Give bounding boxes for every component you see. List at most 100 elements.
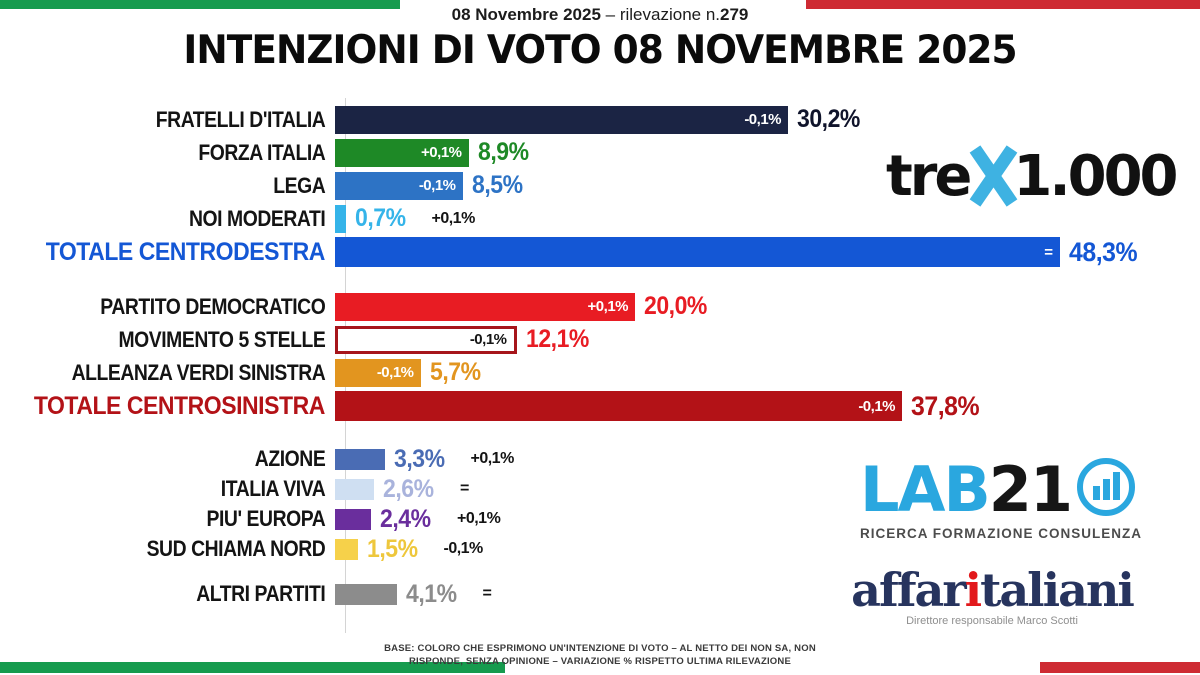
value-label: 8,9% (477, 138, 529, 166)
change-label: = (1044, 243, 1053, 261)
party-label: NOI MODERATI (188, 205, 326, 231)
affaritaliani-logo: affaritaliani Direttore responsabile Mar… (792, 566, 1192, 627)
survey-date-line: 08 Novembre 2025 – rilevazione n.279 (451, 5, 749, 24)
party-bar (335, 508, 371, 530)
bar-zone: 2,4% +0,1% (335, 505, 1200, 534)
party-bar: = (335, 237, 1060, 267)
party-label: TOTALE CENTRODESTRA (45, 237, 326, 266)
party-bar: -0,1% (335, 325, 517, 354)
survey-wave-text: rilevazione n. (619, 5, 721, 24)
bar-zone: +0,1% 20,0% (335, 292, 1200, 321)
value-label: 4,1% (405, 579, 457, 608)
party-bar: -0,1% (335, 171, 463, 200)
party-label: ALLEANZA VERDI SINISTRA (71, 359, 326, 385)
value-label: 37,8% (911, 390, 980, 421)
chart-row-noi-moderati: NOI MODERATI 0,7% +0,1% (0, 202, 1200, 235)
affari-director-line: Direttore responsabile Marco Scotti (906, 615, 1078, 627)
party-label: LEGA (273, 172, 326, 198)
party-bar: -0,1% (335, 105, 788, 134)
lab21-tagline: RICERCA FORMAZIONE CONSULENZA (860, 526, 1142, 541)
party-label: MOVIMENTO 5 STELLE (118, 326, 326, 352)
affari-logo-part1: affar (851, 563, 966, 617)
flag-band-bottom-red (1040, 662, 1200, 673)
block-gap (0, 423, 1200, 444)
party-label: FORZA ITALIA (198, 139, 326, 165)
methodology-note: BASE: COLORO CHE ESPRIMONO UN'INTENZIONE… (0, 643, 1200, 669)
value-label: 8,5% (471, 171, 523, 199)
value-label: 2,6% (383, 474, 434, 503)
trex-logo-text-tre: tre (886, 144, 972, 209)
party-bar (335, 204, 346, 233)
change-label: +0,1% (587, 298, 629, 315)
value-label: 20,0% (644, 292, 707, 320)
change-label: -0,1% (376, 364, 414, 381)
poll-bar-chart: FRATELLI D'ITALIA -0,1% 30,2% FORZA ITALIA +… (0, 103, 1200, 609)
affari-logo-part2: taliani (980, 563, 1135, 617)
party-label: FRATELLI D'ITALIA (155, 106, 326, 132)
chart-row-piu-europa: PIU' EUROPA 2,4% +0,1% (0, 504, 1200, 534)
methodology-line-1: BASE: COLORO CHE ESPRIMONO UN'INTENZIONE… (384, 643, 816, 654)
chart-row-altri-partiti: ALTRI PARTITI 4,1% = (0, 579, 1200, 609)
value-label: 48,3% (1068, 236, 1138, 267)
party-bar: +0,1% (335, 292, 635, 321)
bar-zone: -0,1% 12,1% (335, 325, 1200, 354)
flag-band-top-green (0, 0, 400, 9)
methodology-line-2: RISPONDE, SENZA OPINIONE – VARIAZIONE % … (409, 655, 791, 667)
party-bar (335, 448, 385, 470)
lab21-logo-text-21: 21 (988, 452, 1073, 526)
bar-zone: 3,3% +0,1% (335, 445, 1200, 474)
chart-row-sud-chiama-nord: SUD CHIAMA NORD 1,5% -0,1% (0, 534, 1200, 564)
value-label: 1,5% (366, 534, 418, 563)
change-label: -0,1% (858, 397, 895, 415)
change-label: -0,1% (469, 331, 507, 348)
chart-row-partito-democratico: PARTITO DEMOCRATICO +0,1% 20,0% (0, 290, 1200, 323)
change-label: +0,1% (470, 450, 514, 467)
chart-row-azione: AZIONE 3,3% +0,1% (0, 444, 1200, 474)
bar-zone: 1,5% -0,1% (335, 535, 1200, 564)
change-label: = (459, 480, 469, 497)
chart-row-forza-italia: FORZA ITALIA +0,1% 8,9% (0, 136, 1200, 169)
chart-row-lega: LEGA -0,1% 8,5% (0, 169, 1200, 202)
affari-logo-red-i: i (964, 563, 983, 617)
change-label: +0,1% (421, 144, 462, 161)
lab21-chart-circle-icon (1075, 456, 1137, 523)
bar-zone: -0,1% 5,7% (335, 358, 1200, 387)
party-label: ALTRI PARTITI (196, 581, 326, 606)
bar-zone: -0,1% 37,8% (335, 391, 1200, 422)
change-label: -0,1% (418, 177, 456, 194)
trex1000-logo: tre 1.000 (886, 140, 1179, 215)
flag-band-top-red (806, 0, 1200, 9)
bar-zone: = 48,3% (335, 237, 1200, 268)
change-label: +0,1% (431, 209, 475, 227)
bar-zone: -0,1% 30,2% (335, 105, 1200, 134)
change-label: -0,1% (744, 111, 781, 128)
chart-row-totale-centrodestra: TOTALE CENTRODESTRA = 48,3% (0, 235, 1200, 269)
value-label: 0,7% (354, 204, 406, 232)
party-label: SUD CHIAMA NORD (146, 536, 326, 561)
survey-date: 08 Novembre 2025 (451, 5, 601, 24)
change-label: +0,1% (456, 510, 501, 527)
party-label: ITALIA VIVA (220, 476, 326, 501)
value-label: 2,4% (380, 504, 431, 533)
chart-row-italia-viva: ITALIA VIVA 2,6% = (0, 474, 1200, 504)
lab21-logo-text-lab: LAB (860, 452, 991, 526)
block-gap (0, 269, 1200, 290)
bar-zone: +0,1% 8,9% (335, 138, 1200, 167)
party-label: PARTITO DEMOCRATICO (100, 293, 326, 319)
value-label: 30,2% (797, 105, 860, 133)
trex-x-icon (965, 142, 1021, 215)
party-bar (335, 478, 374, 500)
bar-zone: -0,1% 8,5% (335, 171, 1200, 200)
change-label: -0,1% (443, 540, 483, 557)
party-label: PIU' EUROPA (206, 506, 326, 531)
value-label: 5,7% (429, 358, 481, 386)
party-bar (335, 538, 358, 560)
chart-row-movimento-5-stelle: MOVIMENTO 5 STELLE -0,1% 12,1% (0, 323, 1200, 356)
flag-band-bottom-green (0, 662, 505, 673)
chart-row-totale-centrosinistra: TOTALE CENTROSINISTRA -0,1% 37,8% (0, 389, 1200, 423)
chart-row-fratelli-d-italia: FRATELLI D'ITALIA -0,1% 30,2% (0, 103, 1200, 136)
party-label: TOTALE CENTROSINISTRA (33, 391, 326, 420)
change-label: = (482, 585, 492, 602)
bar-zone: 2,6% = (335, 475, 1200, 504)
